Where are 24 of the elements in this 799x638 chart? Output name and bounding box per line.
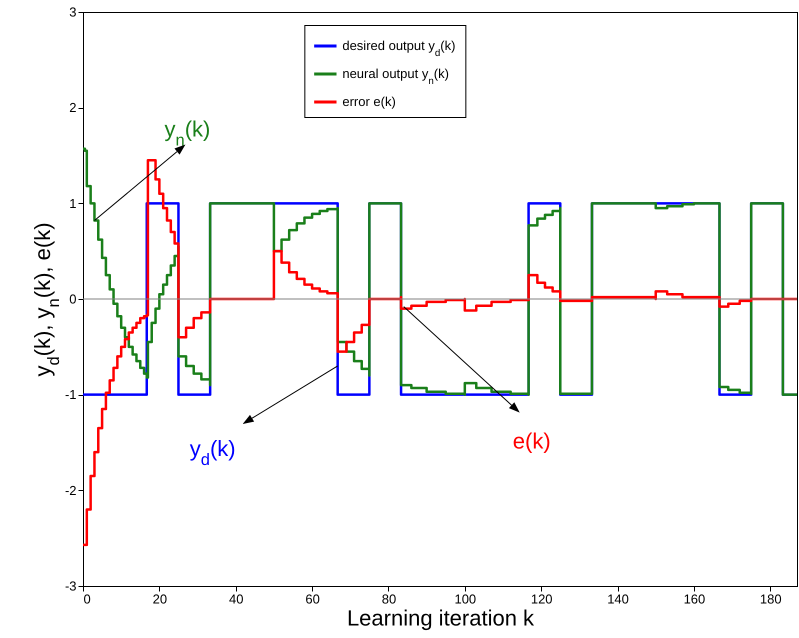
y-tick-label: -2 [64,482,76,498]
legend-label: error e(k) [342,94,396,109]
x-tick-label: 40 [228,592,244,606]
x-tick-label: 120 [530,592,553,606]
y-tick-label: 2 [69,100,76,116]
x-tick-label: 80 [382,592,396,606]
x-axis-title: Learning iteration k [346,606,536,630]
annotation: y$_{d}$(k) [190,436,236,469]
x-tick-label: 20 [152,592,168,606]
y-tick-label: 3 [69,4,76,20]
x-tick-label: 100 [454,592,476,606]
y-tick-label: 1 [69,196,76,211]
legend-label: neural output y$_{n}$(k) [342,66,449,86]
x-tick-label: 160 [684,592,706,606]
y-tick-label: 0 [69,292,76,306]
x-tick-label: 60 [305,592,320,606]
annotation: e(k) [512,428,551,454]
annotation: y$_{n}$(k) [164,116,210,150]
x-tick-label: 180 [760,592,782,606]
y-tick-label: -1 [64,387,76,402]
legend-label: desired output y$_{d}$(k) [342,38,456,58]
y-tick-label: -3 [64,578,76,594]
x-tick-label: 140 [607,592,629,606]
x-tick-label: 0 [84,592,91,606]
